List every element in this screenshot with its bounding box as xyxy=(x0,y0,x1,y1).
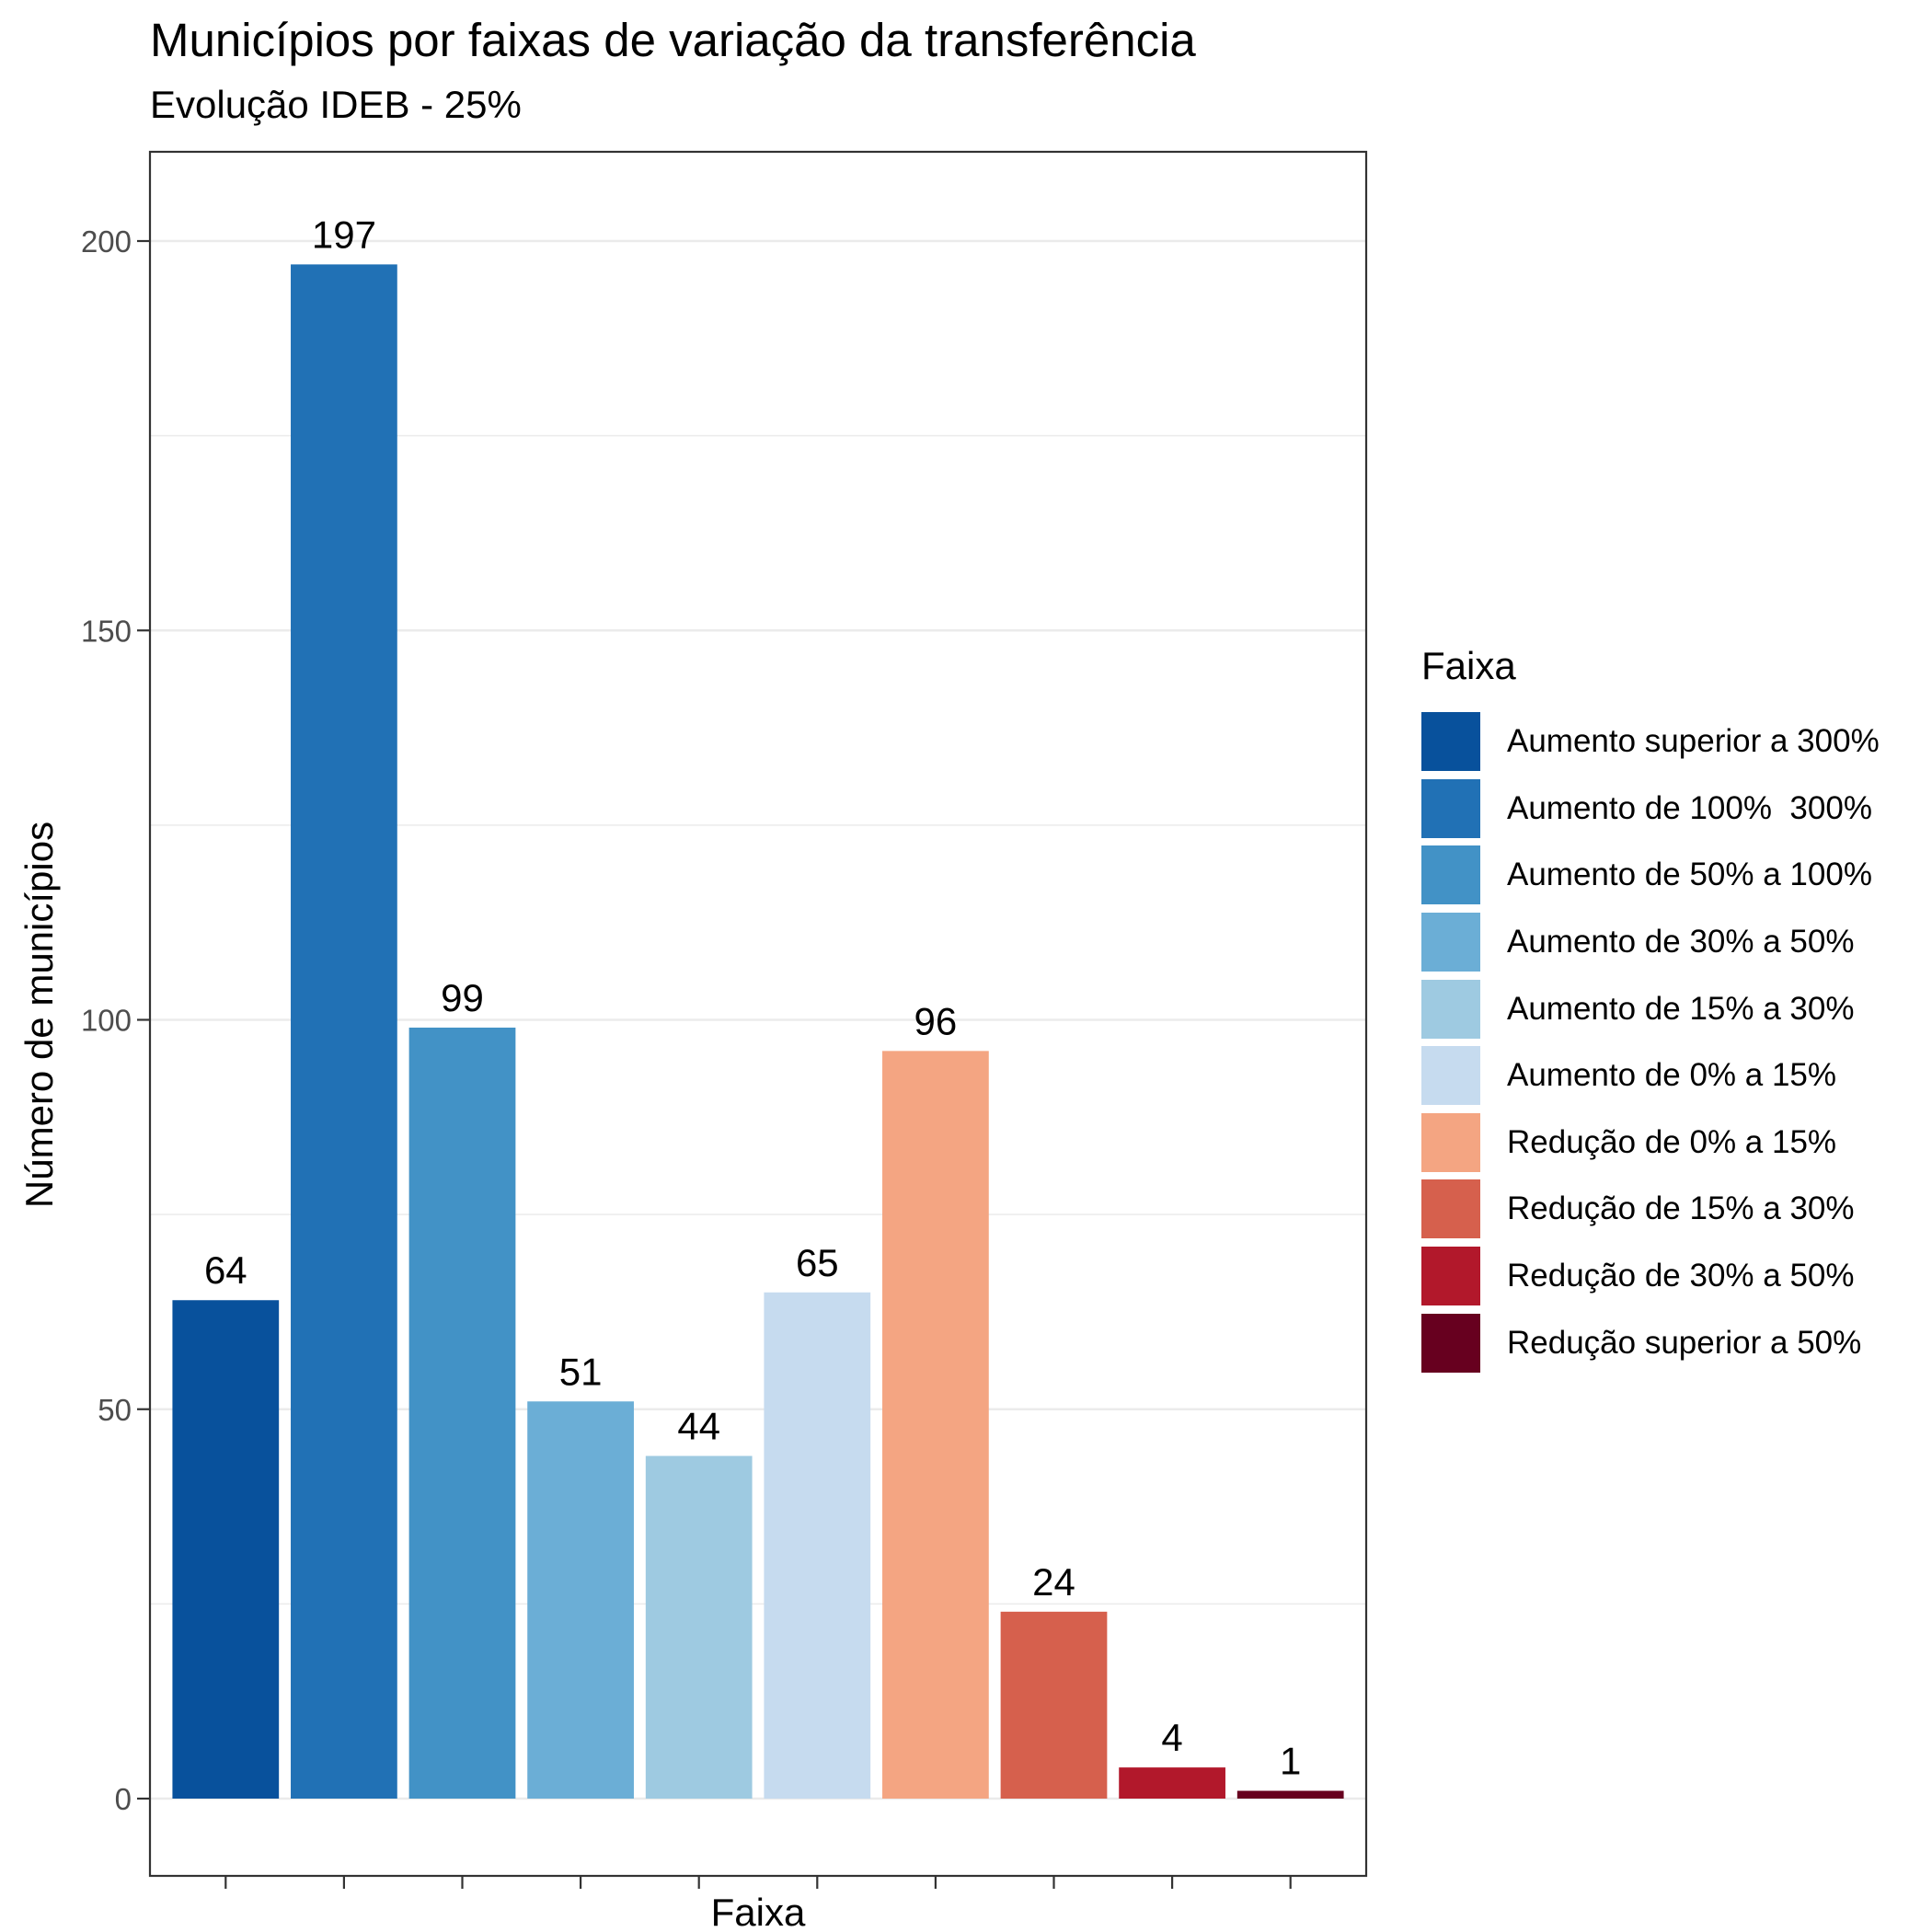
legend-swatch xyxy=(1421,778,1480,838)
legend-label: Aumento de 100% 300% xyxy=(1507,789,1872,826)
bar-value-label: 65 xyxy=(796,1241,839,1284)
legend-label: Aumento de 15% a 30% xyxy=(1507,990,1855,1027)
plot-panel-border xyxy=(148,150,1368,1878)
bar xyxy=(1000,1611,1108,1799)
legend-swatch xyxy=(1421,1179,1480,1239)
chart-subtitle: Evolução IDEB - 25% xyxy=(150,83,522,126)
legend-item: Redução de 0% a 15% xyxy=(1421,1110,1880,1177)
legend-swatch xyxy=(1421,979,1480,1039)
bar xyxy=(408,1027,516,1799)
legend-label: Redução superior a 50% xyxy=(1507,1324,1862,1361)
legend-item: Redução de 30% a 50% xyxy=(1421,1243,1880,1310)
legend-swatch xyxy=(1421,845,1480,905)
legend-label: Aumento de 50% a 100% xyxy=(1507,857,1872,893)
legend-swatch xyxy=(1421,1046,1480,1106)
bar-value-label: 197 xyxy=(312,213,376,256)
legend-item: Redução superior a 50% xyxy=(1421,1309,1880,1376)
legend-label: Aumento de 0% a 15% xyxy=(1507,1057,1837,1094)
legend-item: Aumento de 50% a 100% xyxy=(1421,842,1880,909)
y-tick-label: 0 xyxy=(115,1782,132,1816)
y-axis: 0 50 100 150 200 xyxy=(81,224,150,1816)
legend-label: Redução de 0% a 15% xyxy=(1507,1123,1837,1160)
legend: Faixa Aumento superior a 300% Aumento de … xyxy=(1421,644,1880,1376)
bars xyxy=(172,264,1344,1799)
y-tick-label: 50 xyxy=(98,1393,132,1427)
legend-item: Aumento de 100% 300% xyxy=(1421,776,1880,843)
bar xyxy=(291,264,397,1799)
bar xyxy=(645,1455,753,1799)
bar-value-label: 96 xyxy=(914,999,958,1042)
legend-swatch xyxy=(1421,1112,1480,1172)
chart-title: Municípios por faixas de variação da tra… xyxy=(150,14,1196,66)
bar-value-label: 51 xyxy=(559,1350,603,1393)
legend-item: Aumento superior a 300% xyxy=(1421,708,1880,776)
y-axis-title: Número de municípios xyxy=(17,822,61,1208)
legend-label: Aumento superior a 300% xyxy=(1507,723,1880,760)
bar-value-label: 1 xyxy=(1280,1740,1301,1783)
legend-label: Aumento de 30% a 50% xyxy=(1507,924,1855,960)
bar xyxy=(527,1401,634,1799)
legend-item: Aumento de 30% a 50% xyxy=(1421,909,1880,976)
legend-label: Redução de 30% a 50% xyxy=(1507,1258,1855,1294)
bar xyxy=(1119,1767,1225,1799)
legend-item: Aumento de 0% a 15% xyxy=(1421,1042,1880,1110)
legend-swatch xyxy=(1421,913,1480,972)
bar-value-label: 44 xyxy=(677,1405,720,1448)
legend-swatch xyxy=(1421,1313,1480,1373)
data-labels: 64 197 99 51 44 65 96 24 4 1 xyxy=(204,213,1301,1782)
legend-swatch xyxy=(1421,712,1480,772)
y-tick-label: 100 xyxy=(81,1004,132,1038)
bar-value-label: 64 xyxy=(204,1248,247,1292)
x-axis-ticks xyxy=(224,1876,1292,1889)
bar xyxy=(764,1292,871,1799)
legend-item: Aumento de 15% a 30% xyxy=(1421,975,1880,1042)
y-tick-label: 150 xyxy=(81,614,132,648)
bar-value-label: 24 xyxy=(1032,1560,1075,1604)
bar xyxy=(882,1051,989,1799)
bar xyxy=(172,1300,280,1799)
y-tick-label: 200 xyxy=(81,224,132,259)
legend-label: Redução de 15% a 30% xyxy=(1507,1190,1855,1227)
legend-items: Aumento superior a 300% Aumento de 100% 3… xyxy=(1421,708,1880,1376)
bar-value-label: 4 xyxy=(1161,1716,1182,1759)
bar-value-label: 99 xyxy=(441,976,484,1019)
x-axis-title: Faixa xyxy=(711,1891,806,1932)
legend-item: Redução de 15% a 30% xyxy=(1421,1176,1880,1243)
legend-title: Faixa xyxy=(1421,644,1516,687)
legend-swatch xyxy=(1421,1247,1480,1306)
bar xyxy=(1236,1790,1344,1799)
